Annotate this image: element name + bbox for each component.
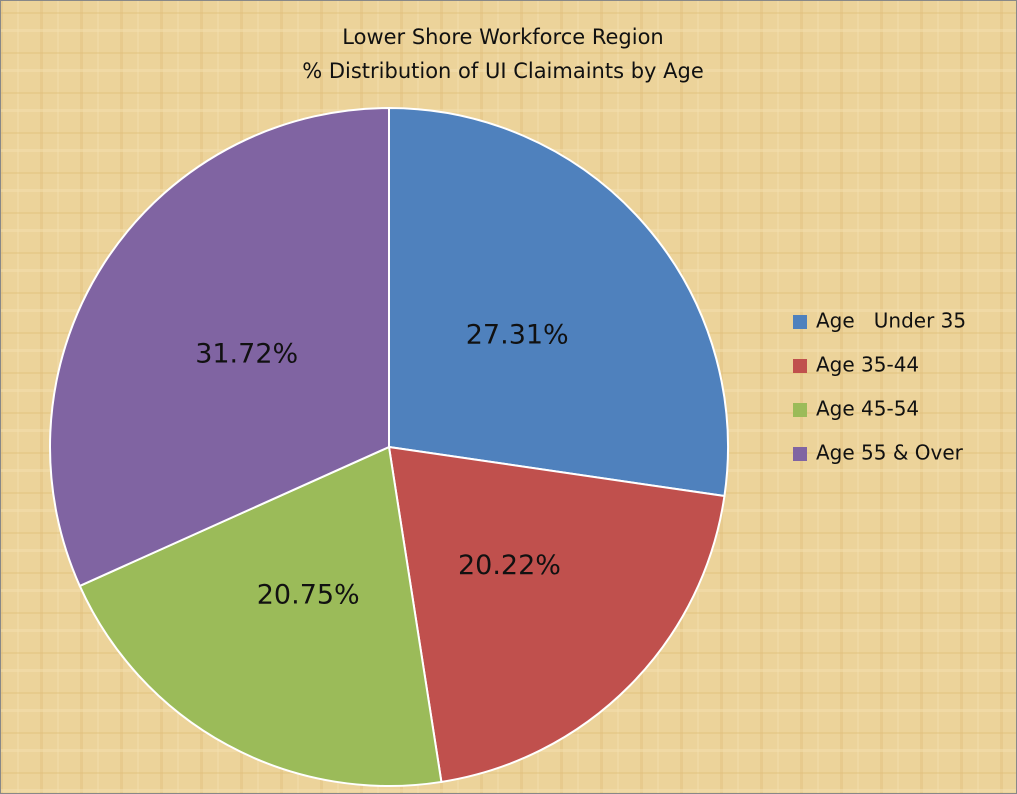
legend-swatch	[793, 315, 807, 329]
chart-subtitle: % Distribution of UI Claimaints by Age	[302, 59, 704, 83]
value-label: 31.72%	[195, 338, 298, 369]
legend-swatch	[793, 359, 807, 373]
value-label: 20.75%	[257, 580, 360, 611]
pie-slice	[387, 445, 726, 784]
chart-title: Lower Shore Workforce Region	[342, 25, 663, 49]
legend-label: Age 45-54	[816, 397, 919, 421]
value-label: 20.22%	[458, 550, 561, 581]
pie-slice	[49, 106, 390, 588]
value-label: 27.31%	[466, 320, 569, 351]
pie-slice	[78, 445, 443, 787]
legend-label: Age Under 35	[816, 309, 966, 333]
legend-swatch	[793, 403, 807, 417]
legend-swatch	[793, 447, 807, 461]
legend-label: Age 55 & Over	[816, 441, 964, 465]
pie-slice	[388, 106, 729, 498]
legend-label: Age 35-44	[816, 353, 919, 377]
